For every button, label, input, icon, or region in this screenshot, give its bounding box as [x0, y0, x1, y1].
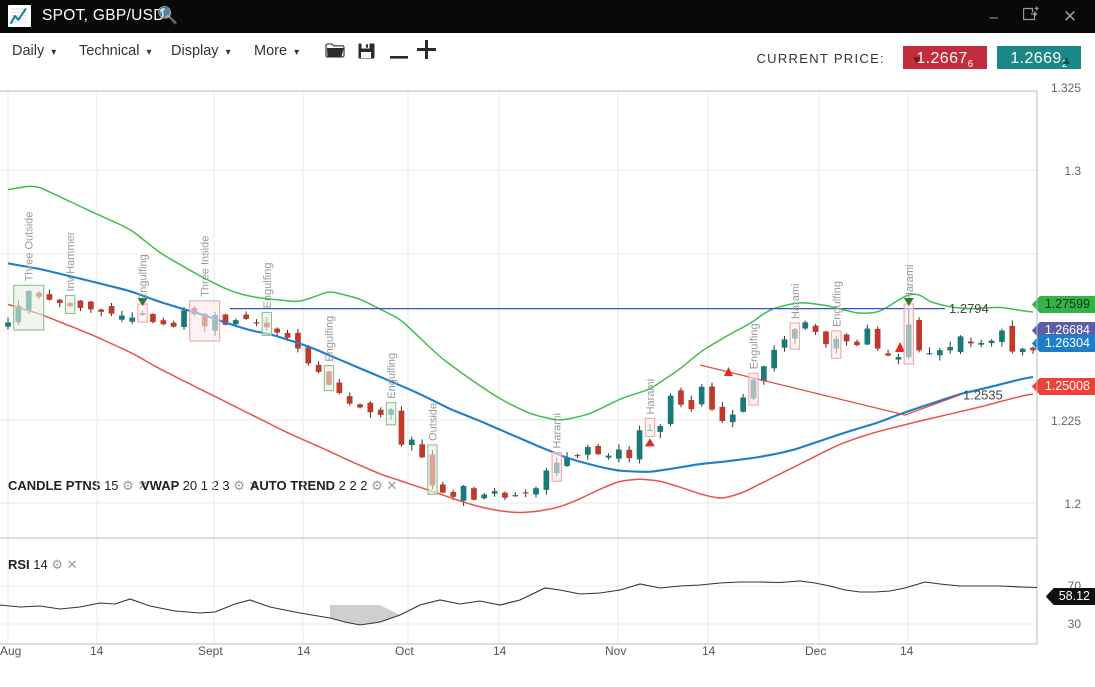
svg-text:Engulfing: Engulfing	[749, 323, 761, 369]
svg-text:Outside: Outside	[428, 403, 440, 441]
svg-text:Engulfing: Engulfing	[831, 281, 843, 327]
svg-text:Three Outside: Three Outside	[24, 212, 36, 282]
svg-text:Engulfing: Engulfing	[386, 353, 398, 399]
svg-text:Engulfing: Engulfing	[324, 316, 336, 362]
svg-text:Inv Hammer: Inv Hammer	[65, 231, 77, 291]
svg-text:Harami: Harami	[790, 284, 802, 319]
svg-text:Harami: Harami	[904, 265, 916, 300]
svg-text:Three Inside: Three Inside	[200, 236, 212, 297]
svg-text:1.2535: 1.2535	[963, 388, 1003, 403]
svg-text:Harami: Harami	[645, 379, 657, 414]
svg-text:1.2794: 1.2794	[949, 301, 989, 316]
svg-text:Engulfing: Engulfing	[138, 254, 150, 300]
svg-text:Harami: Harami	[552, 413, 564, 448]
svg-text:Engulfing: Engulfing	[262, 263, 274, 309]
